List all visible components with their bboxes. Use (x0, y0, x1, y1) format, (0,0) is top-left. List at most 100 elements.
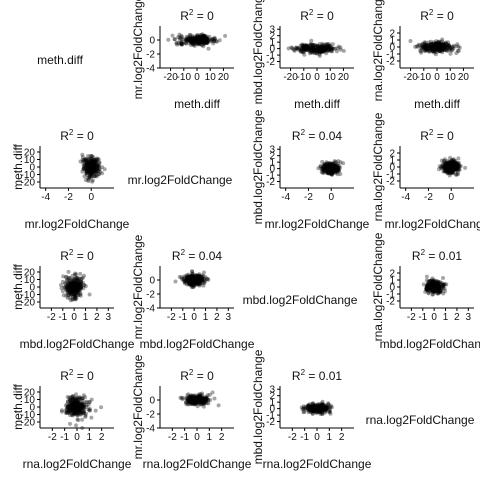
data-point (66, 296, 70, 300)
data-point (324, 165, 328, 169)
data-point (95, 157, 99, 161)
data-point (174, 280, 178, 284)
data-point (202, 271, 206, 275)
x-tick-label: -2 (304, 192, 313, 203)
y-tick-label: -2 (146, 290, 155, 301)
x-tick-label: 20 (458, 72, 470, 83)
x-tick-label: -1 (58, 312, 67, 323)
r-squared-value: 0.04 (319, 129, 343, 143)
panel-r3-c2: -2 -1 0 1 2-2-10123rna.log2FoldChangembd.log… (251, 349, 372, 471)
x-tick-label: -10 (417, 72, 432, 83)
data-point (456, 162, 460, 166)
y-tick-label: -4 (146, 424, 155, 435)
r-symbol: R (300, 9, 309, 23)
data-point (198, 33, 202, 37)
data-point (307, 410, 311, 414)
y-axis-title: rna.log2FoldChange (371, 232, 385, 341)
y-tick-label: 20 (24, 148, 36, 159)
panel-r3-c1: -2 -1 0 1 2-4-20rna.log2FoldChangemr.log2Fol… (131, 354, 252, 471)
data-point (68, 292, 72, 296)
y-axis-title: meth.diff (11, 263, 25, 309)
data-point (64, 275, 68, 279)
panel-r0-c3: -20-10 0 10 20-2-1012meth.diffrna.log2FoldC… (371, 0, 474, 111)
data-point (74, 423, 78, 427)
data-point (442, 283, 446, 287)
r-squared-title: R2 = 0 (180, 8, 214, 23)
data-point (432, 51, 436, 55)
data-point (73, 272, 77, 276)
y-axis-title: mr.log2FoldChange (131, 234, 145, 339)
data-point (447, 46, 451, 50)
panel-r3-c0: -2 -1 0 1 2-20-1001020rna.log2FoldChangemeth… (11, 368, 132, 471)
data-point (90, 154, 94, 158)
data-point (181, 278, 185, 282)
r-equals: = (313, 9, 327, 23)
y-tick-label: -2 (146, 410, 155, 421)
x-tick-label: 1 (87, 432, 93, 443)
x-tick-label: 3 (226, 312, 232, 323)
x-tick-label: -2 (47, 312, 56, 323)
data-point (72, 284, 76, 288)
x-tick-label: 0 (314, 432, 320, 443)
data-point (75, 406, 79, 410)
data-point (91, 178, 95, 182)
panel-r3-c3: rna.log2FoldChange (366, 413, 475, 427)
x-axis-title: mr.log2FoldChange (265, 217, 370, 231)
data-point (76, 417, 80, 421)
data-point (306, 404, 310, 408)
x-tick-label: 20 (218, 72, 230, 83)
data-point (309, 39, 313, 43)
r-squared-value: 0 (87, 369, 94, 383)
data-point (192, 279, 196, 283)
x-tick-label: -2 (64, 192, 73, 203)
data-point (88, 293, 92, 297)
x-tick-label: -2 (407, 312, 416, 323)
r-equals: = (185, 249, 199, 263)
data-point (89, 416, 93, 420)
point-cloud (409, 38, 462, 57)
data-point (74, 403, 78, 407)
r-squared-value: 0 (447, 129, 454, 143)
x-tick-label: 10 (325, 72, 337, 83)
data-point (207, 40, 211, 44)
y-axis-title: rna.log2FoldChange (371, 0, 385, 101)
data-point (330, 173, 334, 177)
data-point (321, 168, 325, 172)
data-point (302, 407, 306, 411)
x-tick-label: 2 (454, 312, 460, 323)
r-symbol: R (180, 9, 189, 23)
panel-r2-c0: -2 -1 0 1 2 3-20-1001020mbd.log2FoldChangemet… (11, 248, 135, 351)
data-point (195, 398, 199, 402)
data-point (190, 393, 194, 397)
r-equals: = (193, 9, 207, 23)
data-point (311, 410, 315, 414)
data-point (66, 284, 70, 288)
x-tick-label: -1 (60, 432, 69, 443)
x-tick-label: 2 (214, 312, 220, 323)
data-point (336, 168, 340, 172)
x-tick-label: 2 (99, 432, 105, 443)
x-tick-label: 3 (106, 312, 112, 323)
data-point (330, 49, 334, 53)
y-tick-label: 0 (149, 276, 155, 287)
data-point (202, 284, 206, 288)
r-squared-value: 0 (447, 9, 454, 23)
x-axis-title: rna.log2FoldChange (23, 457, 132, 471)
data-point (329, 404, 333, 408)
data-point (317, 49, 321, 53)
x-tick-label: -2 (424, 192, 433, 203)
x-tick-label: 20 (338, 72, 350, 83)
point-cloud (59, 270, 92, 302)
r-squared-title: R2 = 0 (420, 8, 454, 23)
x-tick-label: 0 (194, 72, 200, 83)
x-tick-label: -4 (281, 192, 290, 203)
x-tick-label: 0 (314, 72, 320, 83)
data-point (327, 45, 331, 49)
x-tick-label: -2 (288, 432, 297, 443)
x-tick-label: 0 (431, 312, 437, 323)
y-axis-title: mbd.log2FoldChange (251, 109, 265, 224)
x-tick-label: 1 (443, 312, 449, 323)
y-tick-label: 2 (389, 149, 395, 160)
r-equals: = (433, 9, 447, 23)
data-point (211, 391, 215, 395)
